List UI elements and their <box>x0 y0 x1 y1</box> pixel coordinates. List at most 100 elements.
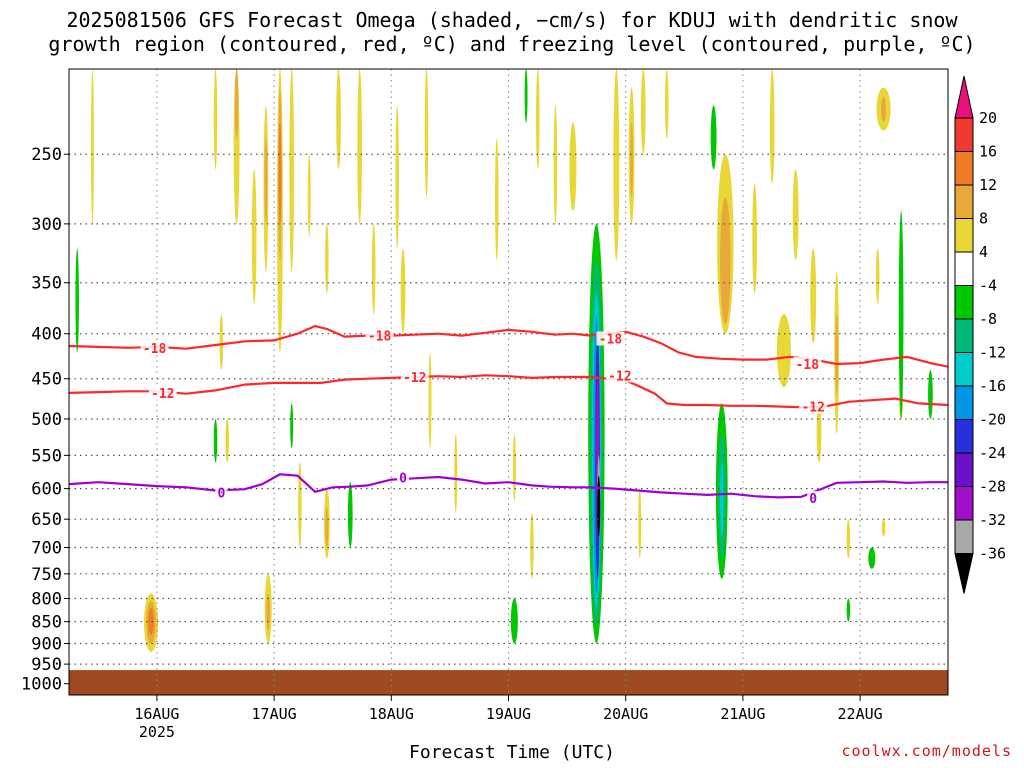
chart-title-line-2: growth region (contoured, red, ºC) and f… <box>48 32 976 56</box>
y-tick-label: 600 <box>31 480 62 500</box>
colorbar-box <box>954 486 974 521</box>
credit-link[interactable]: coolwx.com/models <box>841 742 1012 760</box>
omega-cell <box>289 69 295 272</box>
omega-cell <box>710 105 717 170</box>
colorbar-box <box>954 218 974 253</box>
colorbar-box <box>954 352 974 387</box>
colorbar-label: 16 <box>979 143 997 161</box>
y-tick-label: 250 <box>31 145 62 165</box>
omega-cell <box>371 223 376 315</box>
contour-label: 0 <box>399 472 407 487</box>
omega-shading <box>75 69 933 652</box>
x-tick-label: 20AUG <box>603 705 648 723</box>
omega-cell <box>846 519 851 559</box>
omega-cell <box>720 197 731 325</box>
colorbar-label: -8 <box>979 310 997 328</box>
contour-label-bg <box>400 370 429 385</box>
x-year-label: 2025 <box>139 723 175 741</box>
contour-label: -12 <box>151 387 174 402</box>
contour-label-bg <box>793 357 822 372</box>
temperature-contours: -18 -18 -18 -18 -12 -12 -12 -12 0 0 0 <box>69 324 948 507</box>
omega-cell <box>898 210 904 419</box>
contour-label: -12 <box>801 401 824 416</box>
colorbar-label: 4 <box>979 243 988 261</box>
colorbar-top-arrow <box>954 75 974 119</box>
omega-cell <box>524 69 528 123</box>
omega-cell <box>630 122 634 198</box>
contour-label: -18 <box>368 330 392 345</box>
colorbar-box <box>954 151 974 186</box>
omega-cell <box>776 314 791 388</box>
contour-label-bg <box>140 340 169 355</box>
colorbar-label: 20 <box>979 109 997 127</box>
omega-cell <box>278 122 282 224</box>
contour-label-bg <box>148 385 177 400</box>
omega-cell <box>835 314 839 396</box>
omega-cell <box>530 513 534 579</box>
y-tick-label: 950 <box>31 655 62 675</box>
x-axis-label: Forecast Time (UTC) <box>409 742 615 763</box>
contour-label-bg <box>807 491 820 506</box>
contour-label-bg <box>596 331 625 346</box>
omega-cell <box>148 607 154 635</box>
omega-cell <box>928 370 933 419</box>
y-tick-label: 1000 <box>21 675 62 695</box>
omega-cell <box>816 403 822 463</box>
omega-cell <box>881 519 886 537</box>
omega-cell <box>307 154 311 237</box>
colorbar-label: -16 <box>979 377 1006 395</box>
omega-cell <box>569 122 577 211</box>
contour-label-bg <box>365 328 394 343</box>
omega-cell <box>290 403 294 449</box>
colorbar: 20 16 12 8 4 -4 -8 -12 -16 -20 -24 -28 -32 -36 <box>954 75 1006 594</box>
contour-label: -18 <box>796 358 820 373</box>
colorbar-box <box>954 519 974 554</box>
omega-cell <box>752 183 757 294</box>
y-tick-label: 400 <box>31 325 62 345</box>
omega-cell <box>792 169 799 261</box>
y-tick-label: 700 <box>31 538 62 558</box>
colorbar-label: -12 <box>979 344 1006 362</box>
colorbar-box <box>954 184 974 219</box>
colorbar-box <box>954 419 974 454</box>
omega-cell <box>400 248 406 334</box>
y-tick-label: 550 <box>31 446 62 466</box>
y-tick-label: 300 <box>31 215 62 235</box>
colorbar-box <box>954 385 974 420</box>
y-tick-label: 650 <box>31 510 62 530</box>
x-tick-label: 21AUG <box>720 705 765 723</box>
omega-cell <box>613 69 620 261</box>
y-tick-label: 450 <box>31 370 62 390</box>
omega-cell <box>298 462 302 548</box>
omega-cell <box>75 248 79 353</box>
omega-cell <box>424 69 429 198</box>
omega-cell <box>810 248 817 344</box>
colorbar-label: -28 <box>979 478 1006 496</box>
omega-cell <box>264 138 268 224</box>
y-tick-label: 900 <box>31 634 62 654</box>
omega-cell <box>234 69 239 139</box>
omega-cell <box>868 547 876 569</box>
omega-cell <box>213 69 218 170</box>
omega-cell <box>213 418 218 463</box>
contour-label: -12 <box>403 371 426 386</box>
omega-cell <box>336 69 341 170</box>
colorbar-label: 8 <box>979 210 988 228</box>
contour-label-bg <box>799 399 828 414</box>
colorbar-label: -4 <box>979 277 997 295</box>
x-tick-label: 22AUG <box>838 705 883 723</box>
omega-cell <box>251 169 257 304</box>
ground-surface <box>69 670 948 695</box>
colorbar-bottom-arrow <box>954 553 974 594</box>
colorbar-box <box>954 251 974 286</box>
omega-cell <box>454 433 458 514</box>
x-tick-label: 19AUG <box>486 705 531 723</box>
omega-cell <box>266 593 270 631</box>
y-tick-label: 850 <box>31 613 62 633</box>
omega-cell <box>512 433 516 502</box>
contour-label: -12 <box>608 369 631 384</box>
omega-cell <box>881 96 886 123</box>
omega-cell <box>325 507 329 548</box>
x-tick-label: 16AUG <box>134 705 179 723</box>
x-tick-label: 17AUG <box>252 705 297 723</box>
